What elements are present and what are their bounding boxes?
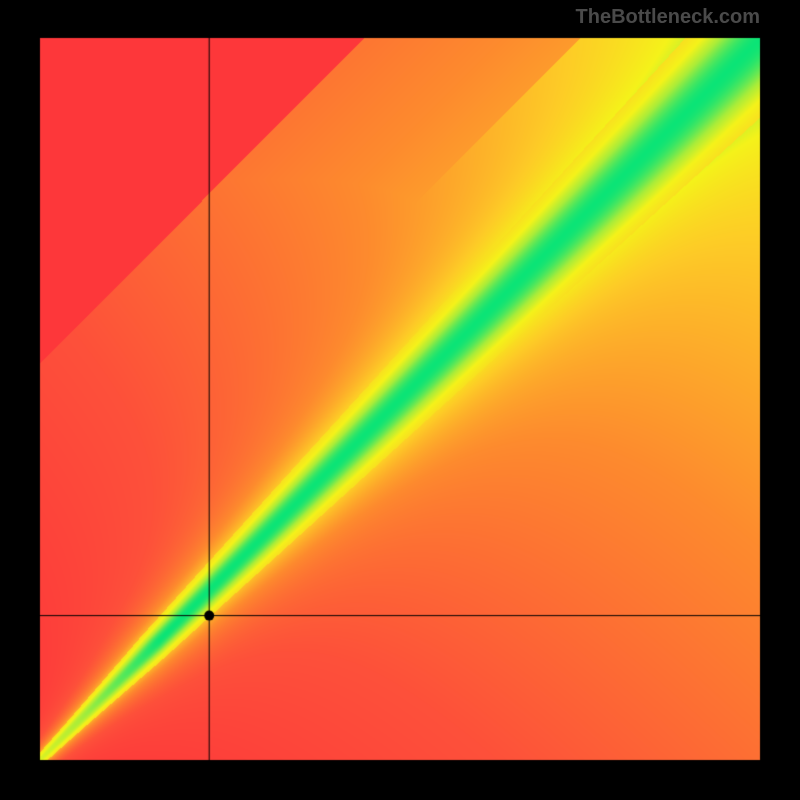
heatmap-canvas: [0, 0, 800, 800]
watermark-text: TheBottleneck.com: [576, 6, 760, 29]
chart-frame: TheBottleneck.com: [0, 0, 800, 800]
